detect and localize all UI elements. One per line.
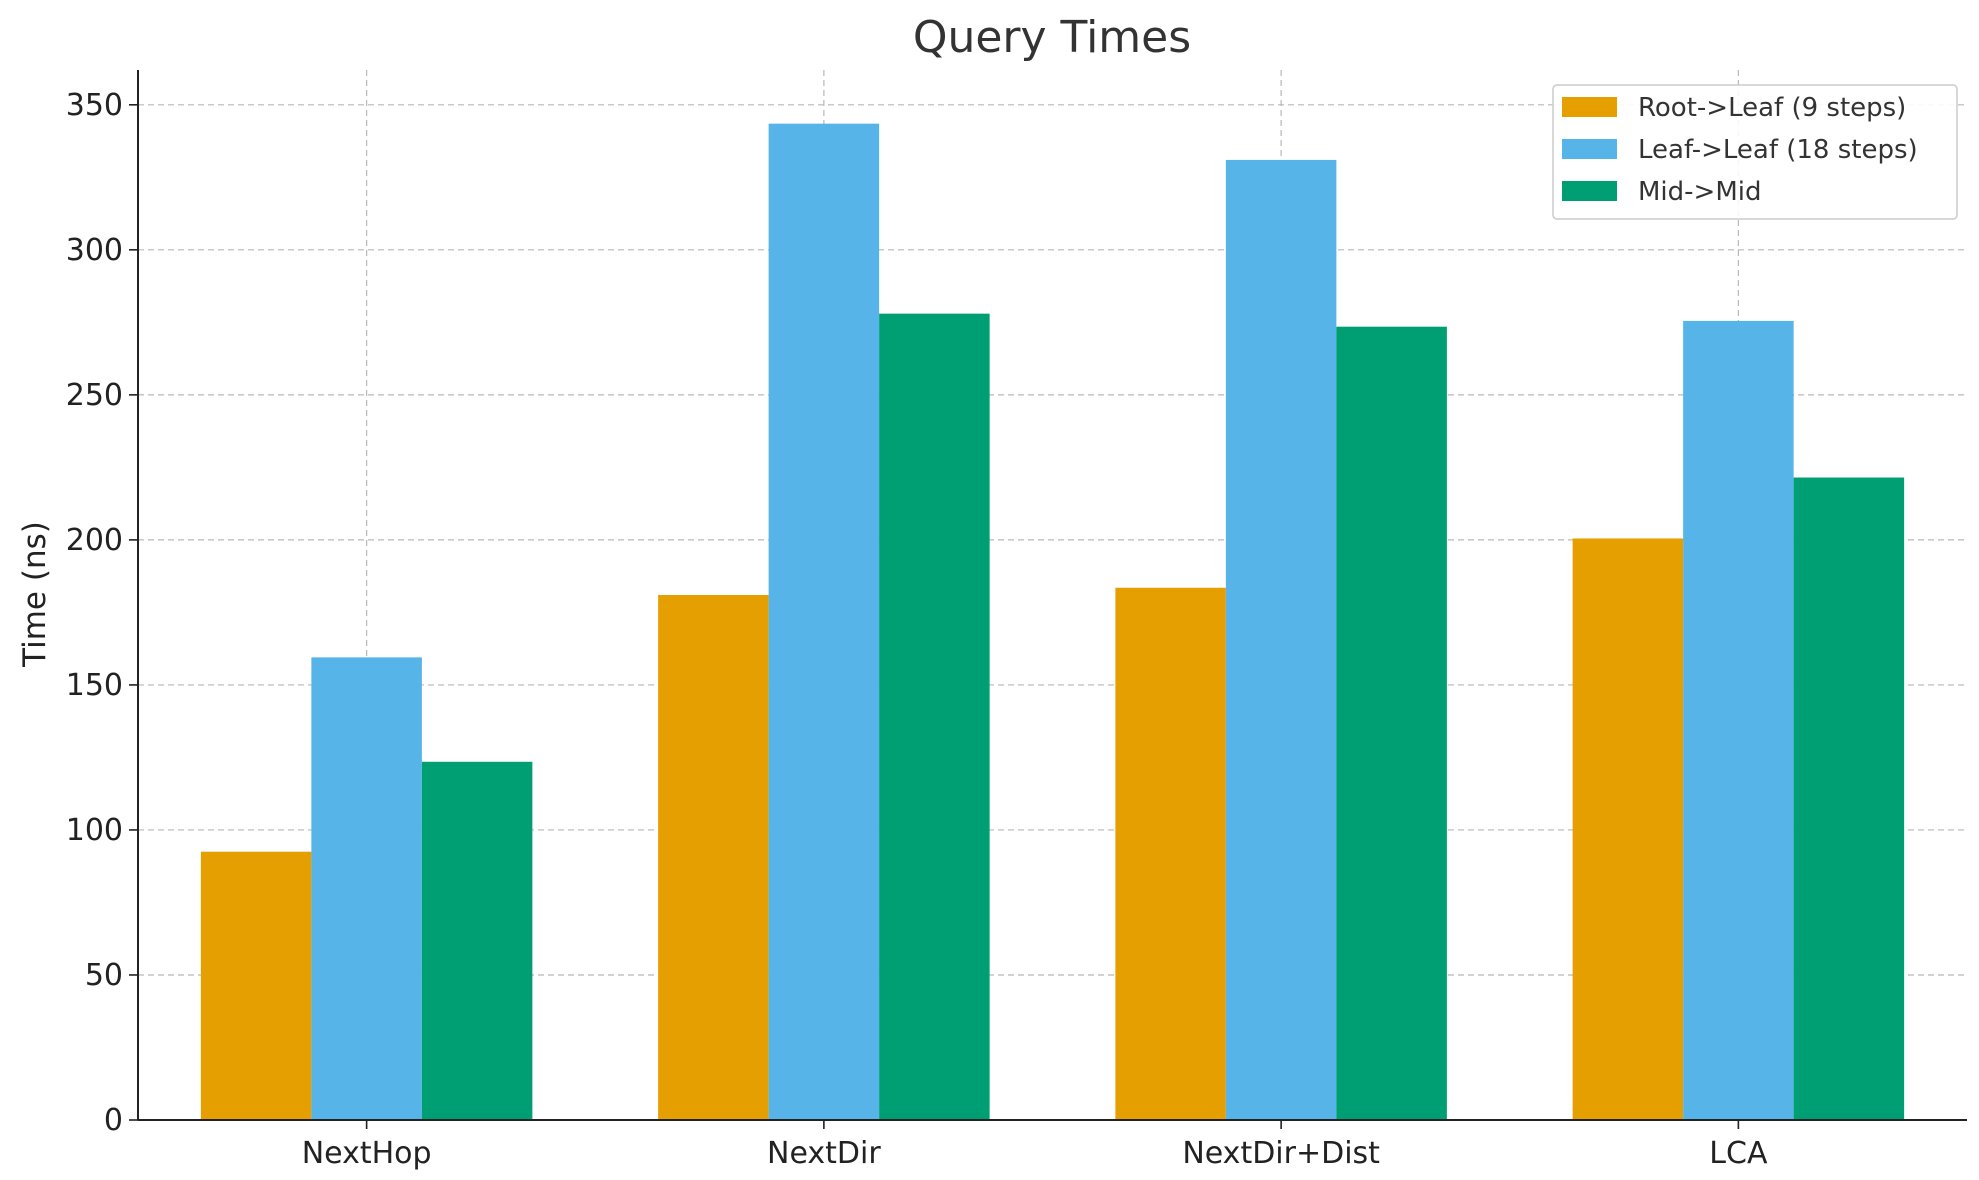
axes-layer xyxy=(137,70,1967,1121)
legend-label: Leaf->Leaf (18 steps) xyxy=(1638,135,1918,165)
bar xyxy=(311,657,422,1120)
y-tick-label: 150 xyxy=(66,668,123,703)
bar xyxy=(879,313,990,1120)
y-axis-label: Time (ns) xyxy=(17,521,53,668)
bar xyxy=(1336,326,1447,1121)
y-tick-label: 50 xyxy=(85,958,123,993)
bar xyxy=(658,595,769,1120)
y-tick-label: 250 xyxy=(66,378,123,413)
legend-label: Root->Leaf (9 steps) xyxy=(1638,93,1906,123)
legend-box xyxy=(1552,84,1958,220)
y-tick-label: 0 xyxy=(104,1103,123,1138)
bar xyxy=(768,123,880,1120)
legend: Root->Leaf (9 steps) Leaf->Leaf (18 steps… xyxy=(1552,84,1958,220)
bar xyxy=(1225,159,1337,1121)
y-tick-label: 350 xyxy=(66,88,123,123)
y-tick-label: 300 xyxy=(66,233,123,268)
x-tick-label: LCA xyxy=(1709,1136,1768,1171)
bar xyxy=(1572,538,1684,1120)
legend-label: Mid->Mid xyxy=(1638,177,1762,207)
bar xyxy=(1115,587,1226,1120)
bar xyxy=(421,761,533,1120)
bar xyxy=(1683,320,1794,1120)
legend-swatch xyxy=(1562,181,1617,201)
legend-swatch xyxy=(1562,139,1617,159)
x-tick-label: NextDir xyxy=(767,1136,881,1171)
x-tick-label: NextHop xyxy=(302,1136,432,1171)
y-tick-label: 100 xyxy=(66,813,123,848)
legend-swatch xyxy=(1562,97,1617,117)
ticks-layer: 0 50 100 150 200 250 300 350 NextHop NextDir NextD… xyxy=(66,88,1768,1171)
y-tick-label: 200 xyxy=(66,523,123,558)
legend-items: Root->Leaf (9 steps) Leaf->Leaf (18 steps… xyxy=(1562,93,1918,207)
bar xyxy=(200,851,312,1120)
bar xyxy=(1793,477,1905,1121)
x-tick-label: NextDir+Dist xyxy=(1182,1136,1380,1171)
chart-title: Query Times xyxy=(913,12,1191,63)
bars-layer xyxy=(200,123,1905,1121)
